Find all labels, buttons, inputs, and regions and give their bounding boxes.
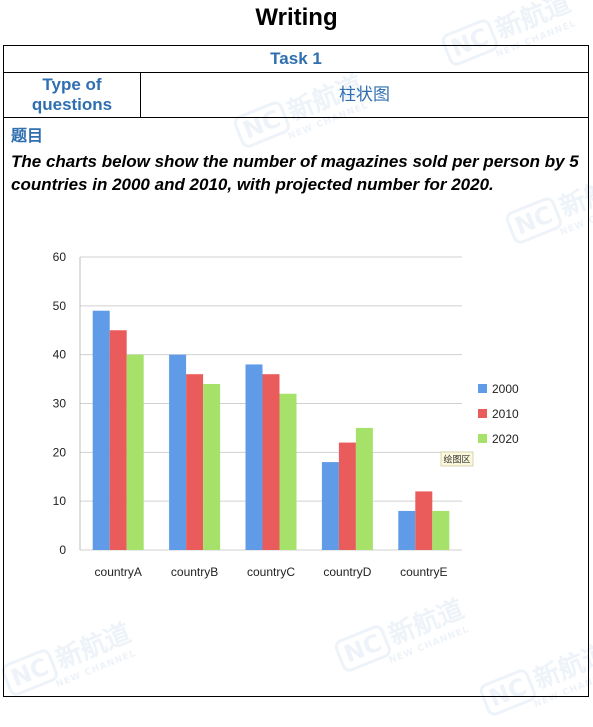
bar: [279, 393, 297, 550]
page-title: Writing: [255, 4, 338, 31]
legend-swatch: [478, 384, 487, 393]
y-tick-label: 20: [53, 445, 67, 459]
bar: [262, 374, 280, 550]
legend-swatch: [478, 409, 487, 418]
prompt-text: The charts below show the number of maga…: [11, 152, 579, 194]
y-tick-label: 10: [53, 494, 67, 508]
task-label: Task 1: [4, 46, 588, 73]
bar-chart: 0 10 20 30 40 50 60 countryA countryB countryC cou…: [53, 250, 519, 579]
bar: [186, 374, 204, 550]
bar: [338, 442, 356, 550]
legend-swatch: [478, 434, 487, 443]
task-table: Task 1 Type of questions 柱状图 题目 The char…: [3, 45, 589, 697]
section-heading: 题目: [11, 126, 44, 145]
plot-area-tooltip: [440, 451, 474, 467]
bar: [321, 462, 339, 550]
question-type-label: Type of questions: [4, 73, 141, 117]
bar: [415, 491, 433, 550]
bar: [432, 510, 450, 550]
bar: [203, 383, 221, 550]
plot-area-tooltip-text: 绘图区: [443, 454, 470, 466]
x-category-label: countryB: [171, 565, 218, 579]
bar: [109, 330, 127, 550]
bar: [245, 364, 263, 550]
question-type-value: 柱状图: [339, 85, 390, 105]
bar: [126, 354, 144, 550]
bar: [398, 510, 416, 550]
y-tick-label: 0: [59, 543, 66, 557]
bar: [169, 354, 187, 550]
bar: [355, 427, 373, 550]
bar: [92, 310, 110, 550]
x-category-label: countryC: [247, 565, 295, 579]
x-category-label: countryA: [95, 565, 142, 579]
y-tick-label: 40: [53, 348, 67, 362]
question-type-label-line: Type of: [42, 75, 102, 94]
legend-label: 2010: [492, 407, 519, 421]
y-tick-label: 30: [53, 397, 67, 411]
question-type-row: Type of questions 柱状图: [4, 73, 588, 118]
legend-label: 2020: [492, 432, 519, 446]
y-tick-label: 50: [53, 299, 67, 313]
question-type-label-line: questions: [31, 95, 113, 114]
x-category-label: countryD: [323, 565, 371, 579]
y-tick-label: 60: [53, 250, 67, 264]
legend-label: 2000: [492, 382, 519, 396]
x-category-label: countryE: [400, 565, 447, 579]
